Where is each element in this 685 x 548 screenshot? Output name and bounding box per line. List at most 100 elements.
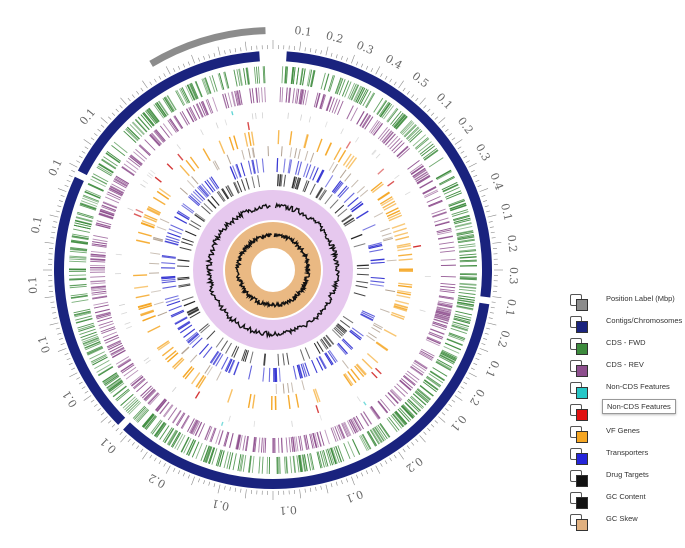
vf-gene-mark: [191, 372, 201, 385]
cds-rev-mark: [91, 244, 107, 248]
transporter-mark: [192, 191, 204, 202]
cds-rev-mark: [98, 214, 114, 220]
feature-mark: [373, 212, 384, 218]
cds-fwd-mark: [97, 365, 113, 376]
cds-fwd-mark: [283, 456, 286, 474]
drug-target-mark: [333, 327, 343, 337]
drug-target-mark: [353, 292, 366, 297]
transporter-mark: [331, 180, 342, 193]
position-tick: [419, 97, 426, 105]
cds-rev-mark: [138, 145, 151, 156]
position-tick: [346, 478, 348, 483]
drug-target-mark: [182, 237, 194, 243]
cds-fwd-mark: [87, 347, 104, 355]
cds-rev-mark: [194, 421, 202, 436]
vf-gene-mark: [142, 315, 156, 322]
legend-item-drug-targets[interactable]: Drug Targets: [566, 466, 684, 488]
vf-gene-mark: [366, 352, 379, 364]
cds-fwd-mark: [422, 148, 438, 159]
cds-rev-mark: [129, 156, 142, 167]
cds-rev-mark: [356, 110, 365, 125]
cds-rev-mark: [437, 302, 453, 306]
vf-gene-mark: [382, 200, 396, 209]
cds-rev-mark: [309, 433, 314, 449]
cds-rev-mark: [403, 374, 416, 386]
cds-rev-mark: [428, 332, 443, 340]
position-tick: [234, 48, 237, 53]
transporter-mark: [198, 343, 209, 355]
cds-fwd-mark: [73, 308, 91, 314]
position-tick: [224, 50, 226, 55]
cds-rev-mark: [125, 369, 139, 380]
drug-target-mark: [244, 350, 249, 362]
cds-fwd-mark: [362, 90, 372, 107]
cds-rev-mark: [105, 196, 120, 204]
feature-mark: [181, 346, 190, 355]
position-tick: [163, 463, 166, 467]
vf-gene-mark: [136, 239, 151, 244]
legend-item-noncds-cyan[interactable]: Non-CDS Features: [566, 378, 684, 400]
vf-gene-mark: [147, 325, 161, 333]
cds-rev-mark: [171, 410, 181, 424]
position-tick: [120, 97, 127, 105]
noncds-mark: [394, 174, 400, 179]
feature-mark: [381, 232, 392, 237]
cds-rev-mark: [415, 172, 429, 182]
position-tick-label: 0.4: [487, 171, 506, 192]
drug-target-mark: [276, 174, 279, 187]
cds-fwd-mark: [78, 325, 95, 332]
legend-item-transporters[interactable]: Transporters: [566, 444, 684, 466]
cds-rev-mark: [424, 190, 439, 199]
cds-rev-mark: [396, 145, 408, 157]
gc-content-line: [204, 202, 340, 339]
cds-fwd-mark: [71, 239, 89, 244]
cds-fwd-mark: [239, 454, 243, 472]
cds-fwd-mark: [409, 130, 423, 143]
legend-item-vf-genes[interactable]: VF Genes: [566, 422, 684, 444]
cds-fwd-mark: [436, 170, 452, 180]
feature-mark: [186, 180, 195, 188]
cds-rev-mark: [253, 437, 256, 453]
transporter-mark: [212, 352, 221, 365]
cds-rev-mark: [384, 394, 396, 407]
legend-item-position-label[interactable]: Position Label (Mbp): [566, 290, 684, 312]
cds-rev-mark: [434, 220, 450, 226]
drug-target-mark: [206, 330, 216, 340]
transporter-mark: [176, 211, 190, 220]
legend-item-noncds-red[interactable]: Non-CDS Features: [566, 399, 684, 422]
vf-gene-mark: [133, 274, 148, 277]
feature-mark: [157, 311, 168, 317]
transporter-mark: [170, 309, 184, 317]
cds-fwd-mark: [417, 388, 432, 400]
position-tick: [81, 151, 86, 154]
drug-target-mark: [344, 219, 356, 227]
transporter-mark: [251, 159, 255, 174]
legend-item-cds-rev[interactable]: CDS - REV: [566, 356, 684, 378]
drug-target-mark: [296, 177, 302, 190]
cds-rev-mark: [279, 87, 282, 103]
cds-rev-mark: [285, 437, 288, 453]
cds-rev-mark: [123, 366, 137, 377]
cds-rev-mark: [224, 432, 230, 447]
cds-rev-mark: [390, 389, 402, 402]
noncds-red-mark: [133, 213, 142, 218]
cds-fwd-mark: [83, 194, 100, 202]
cds-rev-mark: [295, 436, 299, 452]
cds-rev-mark: [189, 106, 198, 121]
noncds-red-mark: [413, 245, 422, 248]
legend-item-gc-content[interactable]: GC Content: [566, 488, 684, 510]
position-tick: [477, 184, 482, 187]
cds-rev-mark: [167, 120, 177, 133]
feature-mark: [366, 334, 375, 342]
legend-item-cds-fwd[interactable]: CDS - FWD: [566, 334, 684, 356]
cds-fwd-mark: [109, 381, 124, 393]
cds-fwd-mark: [369, 429, 380, 445]
legend-item-contigs[interactable]: Contigs/Chromosomes: [566, 312, 684, 334]
vf-gene-mark: [251, 394, 256, 409]
cds-fwd-mark: [449, 202, 466, 210]
cds-fwd-mark: [358, 88, 368, 105]
legend-item-gc-skew[interactable]: GC Skew: [566, 510, 684, 532]
noncds-red-mark: [377, 168, 385, 175]
vf-gene-mark: [156, 340, 170, 350]
gc-skew-line: [234, 232, 311, 309]
